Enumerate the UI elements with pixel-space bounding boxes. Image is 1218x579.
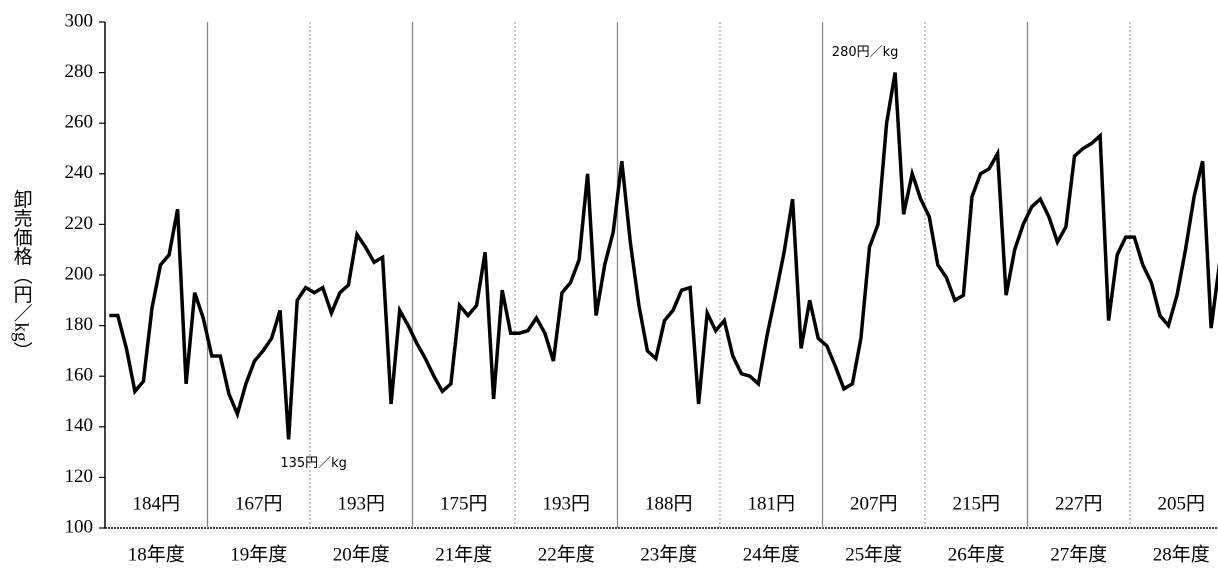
x-tick-label: 19年度: [230, 543, 287, 565]
annual-average: 205円: [1157, 493, 1205, 514]
y-tick-label: 300: [65, 10, 94, 31]
y-tick-label: 120: [65, 466, 94, 487]
y-tick-label: 100: [65, 516, 94, 537]
x-tick-label: 18年度: [128, 543, 185, 565]
x-tick-label: 23年度: [640, 543, 697, 565]
annotation: 135円／kg: [280, 456, 347, 471]
annual-average: 175円: [440, 493, 488, 514]
price-line: [109, 72, 1218, 440]
x-tick-label: 22年度: [538, 543, 595, 565]
y-tick-label: 240: [65, 162, 94, 183]
annual-average: 193円: [337, 493, 385, 514]
x-tick-label: 27年度: [1050, 543, 1107, 565]
annual-average: 227円: [1055, 493, 1103, 514]
y-tick-label: 280: [65, 61, 94, 82]
x-tick-label: 26年度: [948, 543, 1005, 565]
y-tick-label: 200: [65, 263, 94, 284]
y-tick-label: 140: [65, 415, 94, 436]
y-axis-label: 卸売価格（円／kg）: [11, 189, 33, 360]
annual-average: 184円: [132, 493, 180, 514]
annual-average: 167円: [235, 493, 283, 514]
annual-average: 188円: [645, 493, 693, 514]
annual-average: 207円: [850, 493, 898, 514]
annotation: 280円／kg: [832, 45, 899, 60]
annual-average: 193円: [542, 493, 590, 514]
y-axis-label-group: 卸売価格（円／kg）: [11, 189, 33, 360]
x-tick-label: 20年度: [333, 543, 390, 565]
y-tick-label: 180: [65, 314, 94, 335]
annual-average: 215円: [952, 493, 1000, 514]
x-tick-label: 24年度: [743, 543, 800, 565]
y-tick-label: 220: [65, 213, 94, 234]
y-tick-label: 260: [65, 112, 94, 133]
annual-average: 181円: [747, 493, 795, 514]
y-tick-label: 160: [65, 365, 94, 386]
x-tick-label: 21年度: [435, 543, 492, 565]
x-tick-label: 25年度: [845, 543, 902, 565]
x-tick-label: 28年度: [1153, 543, 1210, 565]
